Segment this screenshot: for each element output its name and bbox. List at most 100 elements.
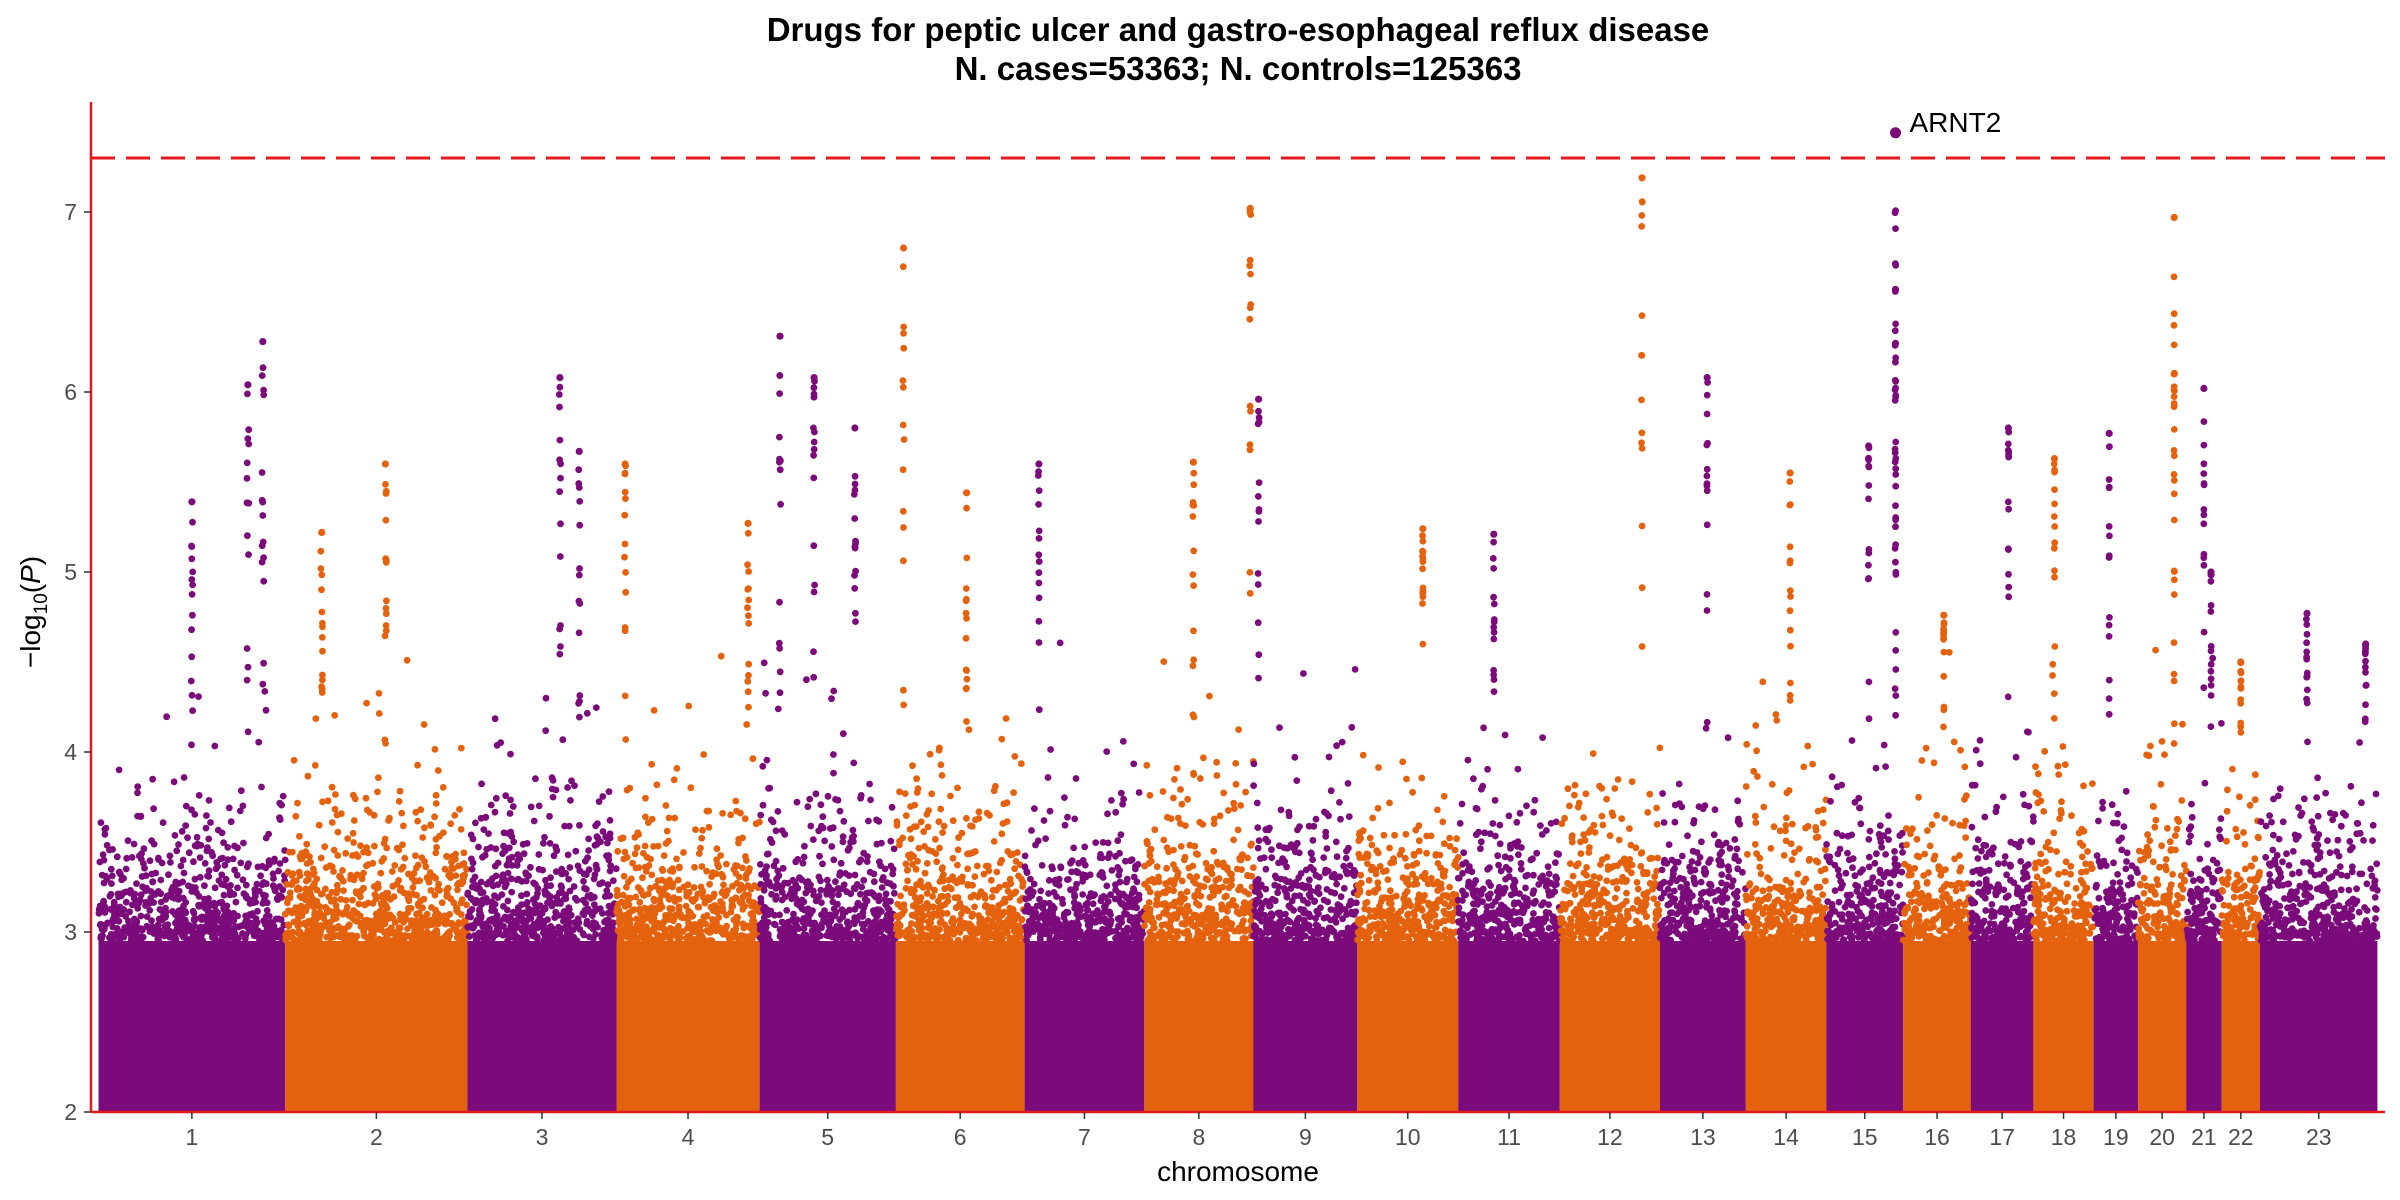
snp-point — [1118, 900, 1125, 908]
snp-point — [514, 851, 522, 858]
snp-point — [1064, 876, 1071, 883]
snp-point — [445, 932, 453, 939]
snp-point — [432, 874, 439, 882]
snp-point — [485, 830, 492, 837]
snp-point — [1312, 921, 1320, 929]
snp-point — [155, 854, 162, 862]
snp-point — [410, 869, 418, 877]
snp-point — [402, 915, 410, 923]
snp-point — [1322, 828, 1330, 836]
snp-point — [851, 486, 859, 494]
snp-point — [1103, 882, 1111, 890]
snp-point — [1228, 876, 1235, 883]
snp-point — [1166, 886, 1173, 894]
snp-point — [252, 915, 260, 923]
snp-point — [191, 875, 199, 883]
snp-point — [647, 855, 654, 863]
snp-point — [233, 871, 241, 879]
snp-point — [179, 856, 187, 864]
snp-point — [121, 924, 129, 931]
snp-point — [344, 922, 352, 930]
snp-point — [828, 695, 835, 703]
snp-point — [354, 910, 361, 918]
snp-point — [1027, 875, 1034, 883]
snp-point — [837, 859, 845, 867]
snp-point — [1107, 911, 1114, 918]
snp-point — [1333, 853, 1341, 861]
snp-point — [283, 880, 291, 888]
snp-point — [374, 788, 381, 796]
snp-point — [852, 618, 859, 625]
snp-point — [846, 844, 853, 852]
snp-point — [243, 645, 251, 652]
snp-point — [432, 849, 440, 857]
snp-point — [811, 581, 818, 589]
snp-point — [890, 889, 898, 897]
snp-point — [109, 846, 116, 853]
snp-point — [172, 919, 179, 927]
snp-point — [188, 591, 196, 598]
snp-point — [1035, 594, 1043, 602]
snp-point — [656, 896, 664, 904]
snp-point — [1190, 656, 1198, 664]
snp-point — [1114, 837, 1122, 845]
snp-point — [576, 925, 584, 933]
snp-point — [1350, 872, 1358, 879]
snp-point — [1305, 891, 1313, 899]
snp-point — [1419, 565, 1426, 573]
chromosome-5-dense-band — [759, 941, 896, 1112]
snp-point — [432, 906, 439, 914]
snp-point — [565, 935, 573, 943]
snp-point — [698, 863, 706, 870]
snp-point — [1164, 813, 1171, 821]
snp-point — [905, 925, 913, 933]
snp-point — [963, 504, 970, 512]
snp-point — [687, 784, 695, 792]
snp-point — [381, 920, 389, 928]
snp-point — [650, 707, 658, 714]
snp-point — [719, 888, 727, 895]
snp-point — [852, 567, 859, 575]
snp-point — [958, 910, 965, 918]
snp-point — [971, 903, 978, 911]
snp-point — [1193, 933, 1201, 941]
snp-point — [675, 863, 683, 871]
snp-point — [275, 867, 282, 875]
snp-point — [856, 902, 864, 909]
snp-point — [1103, 748, 1111, 755]
snp-point — [281, 910, 289, 918]
snp-point — [916, 935, 924, 942]
snp-point — [218, 829, 226, 837]
snp-point — [1215, 875, 1223, 882]
snp-point — [258, 542, 266, 550]
snp-point — [351, 935, 359, 943]
snp-point — [457, 899, 465, 907]
snp-point — [1385, 930, 1393, 938]
snp-point — [719, 809, 726, 817]
snp-point — [772, 857, 780, 865]
snp-point — [1190, 582, 1197, 589]
snp-point — [1191, 911, 1198, 919]
snp-point — [193, 842, 201, 850]
snp-point — [1165, 911, 1173, 919]
snp-point — [414, 900, 422, 908]
snp-point — [120, 889, 128, 896]
snp-point — [757, 895, 765, 902]
snp-point — [1146, 928, 1154, 936]
snp-point — [357, 893, 364, 901]
snp-point — [1018, 916, 1025, 924]
snp-point — [193, 833, 201, 841]
snp-point — [605, 788, 613, 796]
snp-point — [1099, 925, 1106, 933]
snp-point — [583, 885, 590, 893]
snp-point — [353, 871, 361, 879]
snp-point — [938, 772, 946, 779]
snp-point — [1155, 873, 1162, 881]
snp-point — [467, 831, 475, 839]
snp-point — [810, 474, 818, 482]
snp-point — [1174, 873, 1181, 881]
snp-point — [1176, 907, 1184, 914]
snp-point — [621, 627, 629, 635]
snp-point — [179, 878, 187, 886]
snp-point — [1035, 501, 1042, 508]
